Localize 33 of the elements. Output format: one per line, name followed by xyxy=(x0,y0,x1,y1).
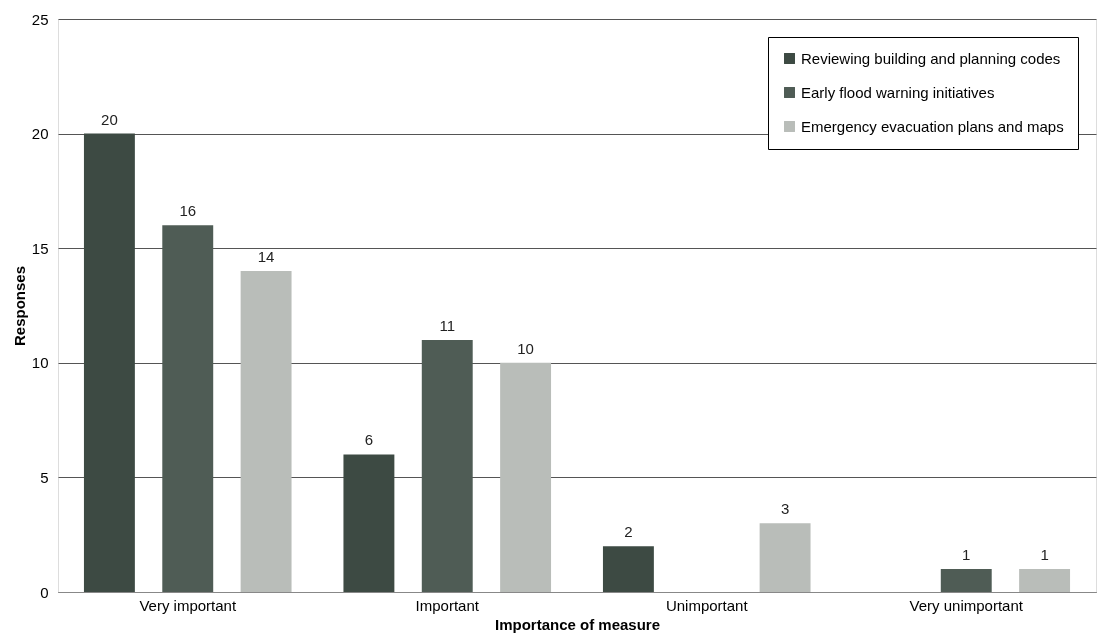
y-tick-label: 20 xyxy=(31,125,49,143)
x-axis-title: Importance of measure xyxy=(494,615,661,633)
bar xyxy=(940,569,992,592)
data-label: 14 xyxy=(257,248,275,266)
x-tick-label: Very important xyxy=(139,596,237,614)
data-label: 3 xyxy=(780,500,790,518)
x-tick-label: Unimportant xyxy=(665,596,749,614)
y-tick-label: 0 xyxy=(40,583,49,601)
y-tick-label: 25 xyxy=(31,10,49,28)
data-label: 1 xyxy=(1040,546,1049,564)
bar xyxy=(240,271,292,592)
x-tick-label: Important xyxy=(415,596,480,614)
data-label: 6 xyxy=(364,431,374,449)
data-label: 1 xyxy=(962,546,971,564)
y-tick-label: 5 xyxy=(40,468,49,486)
data-label: 16 xyxy=(179,202,197,220)
data-label: 20 xyxy=(101,110,118,128)
bar xyxy=(500,362,552,592)
bar xyxy=(759,523,811,592)
legend-label: Emergency evacuation plans and maps xyxy=(801,117,1064,135)
legend-label: Early flood warning initiatives xyxy=(801,83,995,101)
y-tick-label: 15 xyxy=(31,239,49,257)
legend-label: Reviewing building and planning codes xyxy=(801,49,1061,67)
bar xyxy=(602,546,654,592)
x-tick-label: Very unimportant xyxy=(909,596,1024,614)
y-tick-label: 10 xyxy=(31,354,49,372)
y-axis-title: Responses xyxy=(10,265,28,347)
bar xyxy=(83,133,135,592)
bar xyxy=(1019,569,1071,592)
data-label: 11 xyxy=(439,316,456,334)
data-label: 2 xyxy=(624,523,633,541)
bar xyxy=(343,454,395,592)
data-label: 10 xyxy=(517,339,534,357)
